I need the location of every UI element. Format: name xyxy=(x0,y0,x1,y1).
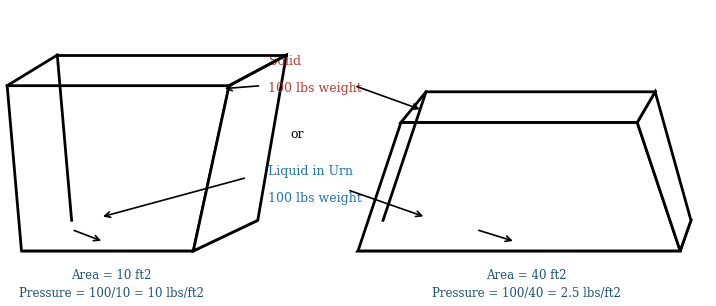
Text: Solid: Solid xyxy=(268,55,301,68)
Polygon shape xyxy=(401,92,655,122)
Text: or: or xyxy=(290,128,304,141)
Polygon shape xyxy=(358,220,691,251)
Text: Area = 10 ft2: Area = 10 ft2 xyxy=(71,269,151,282)
Text: Area = 40 ft2: Area = 40 ft2 xyxy=(486,269,566,282)
Text: Pressure = 100/40 = 2.5 lbs/ft2: Pressure = 100/40 = 2.5 lbs/ft2 xyxy=(432,287,621,300)
Polygon shape xyxy=(193,55,286,251)
Polygon shape xyxy=(637,92,691,251)
Text: Liquid in Urn: Liquid in Urn xyxy=(268,165,354,178)
Polygon shape xyxy=(21,220,258,251)
Text: 100 lbs weight: 100 lbs weight xyxy=(268,82,362,95)
Polygon shape xyxy=(358,122,680,251)
Text: Pressure = 100/10 = 10 lbs/ft2: Pressure = 100/10 = 10 lbs/ft2 xyxy=(19,287,203,300)
Text: 100 lbs weight: 100 lbs weight xyxy=(268,192,362,205)
Polygon shape xyxy=(7,86,229,251)
